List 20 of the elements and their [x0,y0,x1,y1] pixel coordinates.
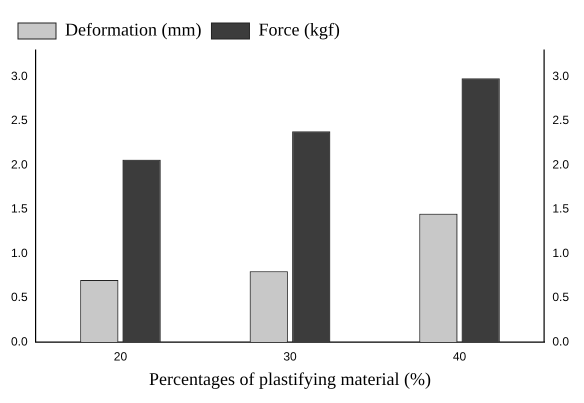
y-tick-label: 2.5 [10,113,28,128]
legend-label: Deformation (mm) [65,20,202,40]
x-tick-label: 20 [114,350,128,364]
y2-tick-label: 0.0 [552,334,570,348]
y2-tick-label: 1.0 [552,246,570,260]
y2-tick-label: 3.0 [552,68,570,83]
y-tick-label: 0.0 [10,334,28,348]
legend-label: Force (kgf) [258,20,340,40]
y2-tick-label: 2.5 [552,113,570,128]
y-tick-label: 1.0 [10,246,28,260]
y2-tick-label: 2.0 [552,157,570,172]
y-tick-label: 2.0 [10,157,28,172]
x-tick-label: 30 [283,350,297,364]
x-tick-label: 40 [452,350,467,364]
y2-tick-label: 0.5 [552,290,570,304]
y2-tick-label: 1.5 [552,202,570,216]
y-tick-label: 1.5 [10,202,28,216]
y-tick-label: 0.5 [10,290,28,304]
y-tick-label: 3.0 [10,68,28,83]
x-axis-title: Percentages of plastifying material (%) [149,368,431,389]
